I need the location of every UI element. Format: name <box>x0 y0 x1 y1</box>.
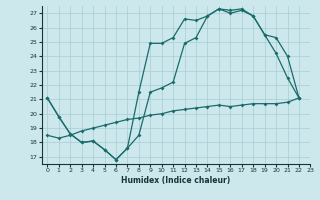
X-axis label: Humidex (Indice chaleur): Humidex (Indice chaleur) <box>121 176 231 185</box>
